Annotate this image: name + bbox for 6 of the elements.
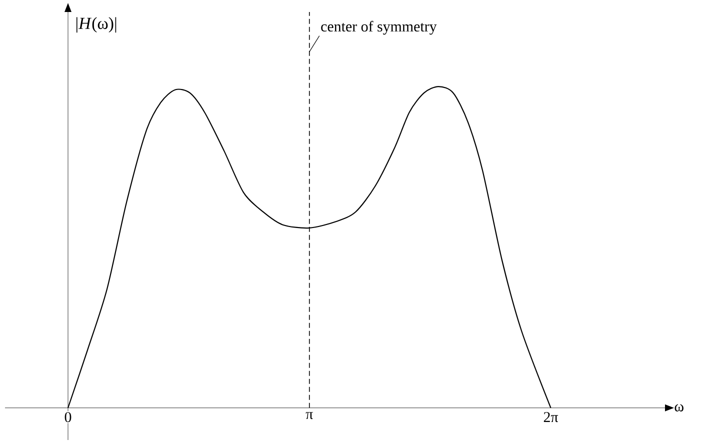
x-tick-label: 0 bbox=[64, 412, 72, 422]
x-tick-label: π bbox=[306, 412, 313, 420]
ref-line-label: center of symmetry bbox=[321, 20, 437, 35]
x-tick-label: 2π bbox=[544, 412, 558, 422]
y-axis-title: |H(ω)| bbox=[76, 17, 116, 33]
x-axis-title: ω bbox=[674, 404, 684, 412]
